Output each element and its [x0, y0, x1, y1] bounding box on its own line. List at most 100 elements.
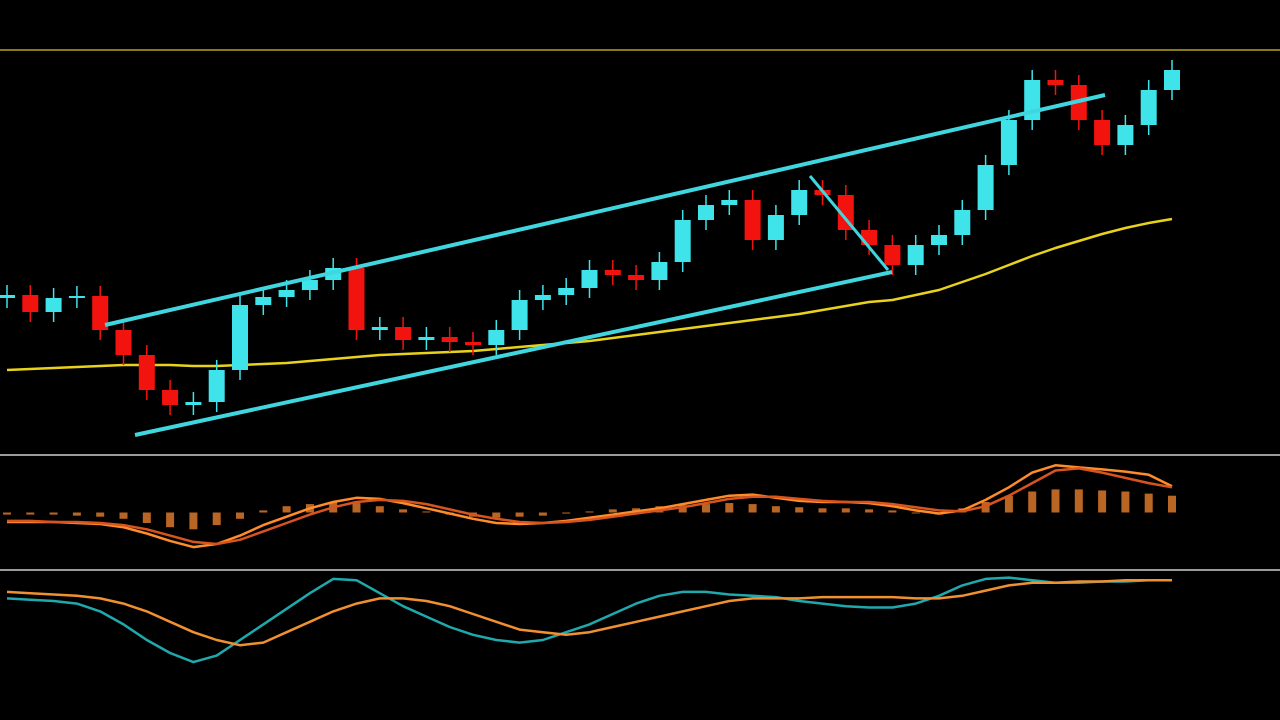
- candle-body: [674, 220, 691, 262]
- histogram-bar: [96, 512, 105, 517]
- histogram-bar: [189, 512, 198, 530]
- histogram-bar: [562, 512, 571, 514]
- candle-body: [395, 327, 412, 340]
- candle-body: [791, 190, 808, 215]
- candle-body: [558, 288, 575, 295]
- trend-line: [808, 175, 890, 271]
- candle-body: [651, 262, 668, 280]
- histogram-bar: [1098, 490, 1107, 513]
- histogram-bar: [1004, 495, 1013, 513]
- histogram-bar: [702, 504, 710, 513]
- candle-body: [884, 245, 901, 265]
- candle-body: [954, 210, 971, 235]
- candle-body: [488, 330, 505, 345]
- candle-body: [581, 270, 598, 288]
- histogram-bar: [352, 503, 361, 513]
- candle-body: [931, 235, 947, 245]
- histogram-bar: [119, 512, 128, 519]
- histogram-bar: [841, 508, 850, 513]
- histogram-bar: [818, 508, 827, 513]
- candle-body: [465, 342, 481, 345]
- candle-body: [1094, 120, 1111, 145]
- candle-body: [604, 270, 621, 275]
- histogram-bar: [608, 509, 617, 513]
- histogram-bar: [585, 511, 594, 513]
- line: [7, 464, 1173, 549]
- candle-body: [162, 390, 179, 405]
- candle-body: [767, 215, 784, 240]
- candle-body: [208, 370, 225, 402]
- histogram-bar: [166, 512, 175, 528]
- histogram-bar: [1168, 495, 1176, 513]
- candle-body: [22, 295, 39, 312]
- histogram-bar: [1051, 489, 1060, 513]
- candle-body: [45, 298, 62, 312]
- candle-body: [255, 297, 272, 305]
- histogram-bar: [515, 512, 524, 517]
- histogram-bar: [26, 512, 35, 515]
- candle-body: [628, 275, 645, 280]
- candle-body: [744, 200, 761, 240]
- candle-body: [115, 330, 132, 355]
- candle-body: [1117, 125, 1134, 145]
- histogram-bar: [399, 509, 408, 513]
- histogram-bar: [3, 512, 11, 515]
- histogram-bar: [911, 512, 920, 514]
- candle-body: [977, 165, 994, 210]
- line: [6, 576, 1172, 664]
- histogram-bar: [259, 510, 268, 513]
- candle-body: [721, 200, 738, 205]
- candle-body: [138, 355, 155, 390]
- candle-body: [907, 245, 924, 265]
- histogram-bar: [1028, 491, 1037, 513]
- candle-body: [232, 305, 248, 370]
- histogram-bar: [1144, 493, 1153, 513]
- candle-body: [511, 300, 528, 330]
- histogram-bar: [678, 505, 687, 513]
- histogram-bar: [865, 509, 874, 513]
- histogram-bar: [888, 510, 897, 513]
- histogram-bar: [748, 504, 757, 513]
- candle-body: [1164, 70, 1180, 90]
- histogram-bar: [236, 512, 244, 519]
- histogram-bar: [1074, 489, 1083, 513]
- histogram-bar: [1121, 491, 1130, 513]
- candle-body: [418, 337, 435, 340]
- candle-body: [348, 268, 365, 330]
- line: [6, 217, 1173, 372]
- histogram-bar: [212, 512, 221, 526]
- candle-body: [698, 205, 714, 220]
- histogram-bar: [538, 512, 547, 516]
- candle-body: [1000, 120, 1017, 165]
- histogram-bar: [492, 512, 501, 518]
- candle-body: [1140, 90, 1157, 125]
- histogram-bar: [282, 506, 291, 513]
- histogram-bar: [725, 503, 734, 513]
- line: [6, 578, 1172, 647]
- candle-body: [185, 402, 202, 405]
- marks: [0, 60, 1180, 664]
- candle-body: [92, 296, 109, 330]
- histogram-bar: [72, 512, 81, 516]
- channel-lower: [134, 270, 893, 437]
- histogram-bar: [795, 507, 804, 513]
- histogram-bar: [771, 506, 780, 513]
- candle-body: [441, 337, 458, 342]
- candle-body: [837, 195, 854, 230]
- candle-body: [371, 327, 388, 330]
- histogram-bar: [49, 512, 58, 515]
- candle-body: [278, 290, 295, 297]
- line: [7, 467, 1173, 546]
- channel-upper: [104, 93, 1106, 327]
- histogram-bar: [142, 512, 151, 523]
- candle-body: [0, 295, 15, 298]
- histogram-bar: [422, 511, 431, 513]
- candle-body: [68, 296, 85, 298]
- candle-body: [1047, 80, 1064, 85]
- candle-body: [301, 280, 318, 290]
- candle-body: [534, 295, 551, 300]
- histogram-bar: [375, 506, 384, 513]
